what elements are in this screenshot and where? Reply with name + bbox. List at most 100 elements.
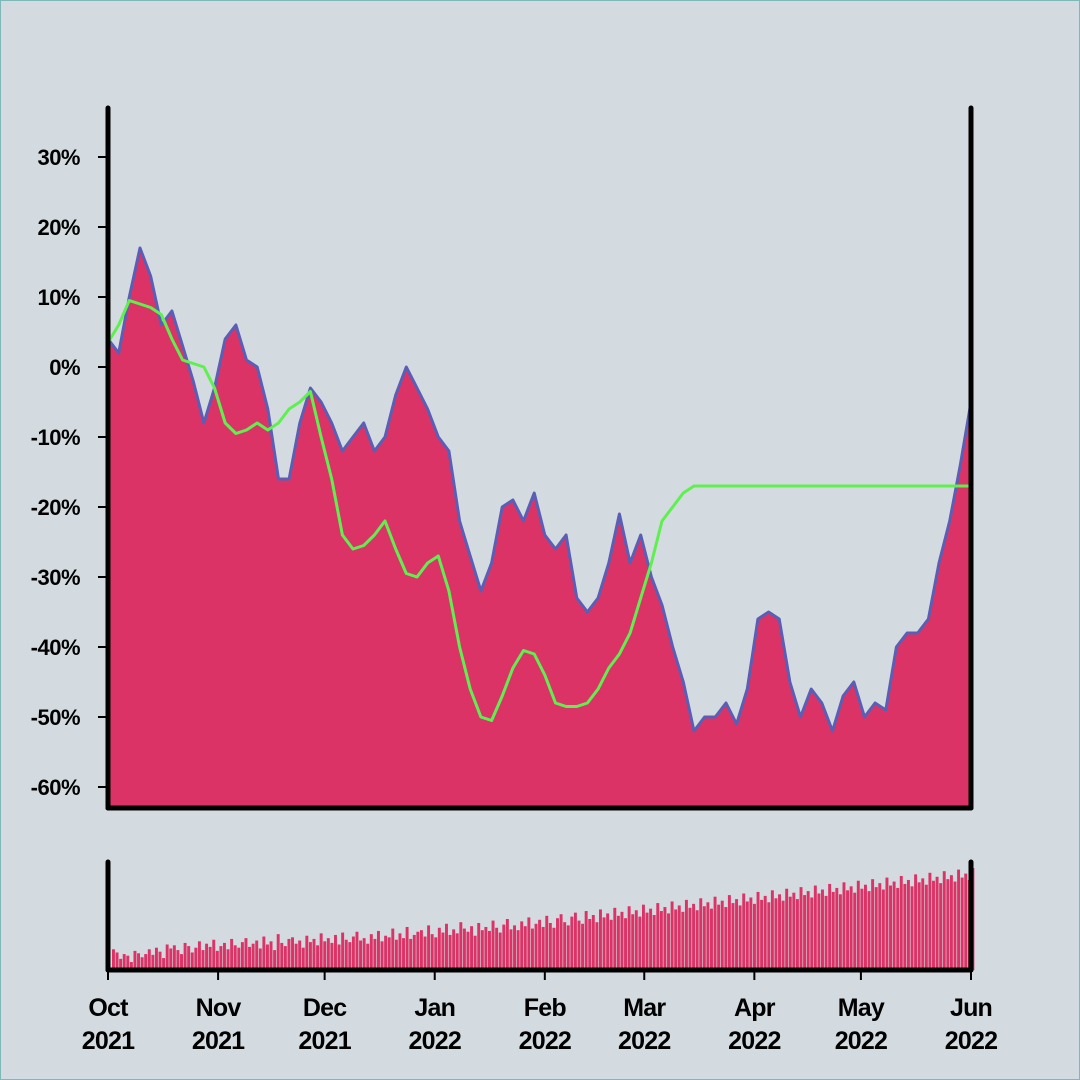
y-tick-label: -50%: [31, 705, 80, 730]
volume-bar: [527, 917, 531, 970]
volume-bar: [430, 934, 434, 970]
volume-bar: [380, 941, 384, 970]
volume-bar: [577, 920, 581, 970]
volume-bar: [756, 891, 760, 970]
volume-bar: [147, 949, 151, 970]
volume-bar: [509, 929, 513, 970]
volume-bar: [717, 904, 721, 970]
volume-bar: [151, 954, 155, 970]
volume-bar: [949, 875, 953, 970]
volume-bar: [663, 907, 667, 970]
x-tick-label-month: Nov: [196, 994, 242, 1022]
volume-bar: [409, 938, 413, 970]
x-tick-label-year: 2022: [618, 1027, 670, 1055]
volume-bar: [387, 937, 391, 970]
volume-bar: [896, 887, 900, 970]
volume-bar: [692, 903, 696, 970]
volume-bar: [355, 931, 359, 970]
volume-bar: [860, 888, 864, 970]
volume-bar: [735, 899, 739, 970]
volume-bar: [774, 898, 778, 970]
volume-bar: [853, 892, 857, 970]
volume-bar: [248, 946, 252, 970]
volume-bar: [119, 958, 123, 970]
volume-bar: [112, 949, 115, 970]
volume-bar: [624, 918, 628, 970]
volume-bar: [616, 915, 620, 970]
volume-bar: [702, 906, 706, 970]
moving-average-line: [106, 299, 971, 722]
volume-bar: [878, 883, 882, 970]
volume-bar: [545, 915, 549, 970]
volume-bar: [724, 907, 728, 970]
volume-bar: [620, 911, 624, 970]
volume-bar: [376, 930, 380, 970]
volume-bar: [752, 903, 756, 970]
y-tick-label: -20%: [31, 495, 80, 520]
volume-bar: [785, 888, 789, 970]
volume-bar: [706, 902, 710, 970]
volume-bar: [223, 942, 226, 970]
x-tick-label-year: 2021: [82, 1027, 135, 1055]
volume-bar: [133, 950, 137, 970]
price-line: [106, 246, 973, 733]
volume-bar: [412, 934, 416, 970]
volume-bar: [445, 923, 448, 970]
volume-bar: [391, 928, 395, 970]
y-tick-label: -30%: [31, 565, 80, 590]
volume-bar: [219, 946, 223, 970]
volume-bar: [932, 880, 935, 970]
volume-bar: [502, 924, 506, 970]
volume-bar: [197, 941, 201, 970]
volume-bar: [738, 905, 742, 970]
volume-bar: [803, 895, 807, 970]
volume-bar: [287, 938, 291, 970]
volume-bar: [727, 895, 731, 970]
volume-bar: [710, 908, 713, 970]
volume-bar: [351, 936, 355, 970]
volume-bar: [910, 886, 914, 970]
volume-bar: [788, 896, 792, 970]
volume-bar: [273, 950, 277, 970]
volume-bar: [960, 877, 964, 970]
volume-bar: [162, 958, 166, 970]
volume-bar: [842, 882, 846, 970]
volume-bar: [889, 885, 892, 970]
volume-bar: [548, 922, 552, 970]
volume-bar: [892, 881, 896, 970]
volume-bar: [606, 913, 610, 970]
volume-bar: [369, 934, 373, 970]
volume-bar: [641, 904, 645, 970]
volume-bar: [373, 938, 377, 970]
volume-bar: [846, 890, 850, 970]
volume-bar: [187, 946, 191, 970]
volume-bar: [298, 940, 302, 970]
volume-bar: [190, 952, 194, 970]
volume-bar: [301, 947, 305, 970]
volume-bar: [767, 902, 771, 970]
volume-bar: [459, 922, 463, 970]
volume-bar: [240, 942, 244, 970]
volume-bar: [677, 905, 681, 970]
volume-bar: [341, 932, 345, 970]
y-tick-label: 0%: [49, 355, 80, 380]
volume-bar: [670, 901, 674, 970]
volume-bar: [953, 881, 957, 970]
volume-bar: [838, 894, 842, 970]
volume-bar: [688, 907, 692, 970]
volume-bar: [215, 950, 219, 970]
y-tick-label: 10%: [37, 285, 80, 310]
volume-bar: [634, 910, 638, 970]
volume-bar: [588, 919, 592, 970]
volume-bar: [566, 925, 570, 970]
volume-bar: [821, 889, 824, 970]
y-tick-label: -60%: [31, 775, 80, 800]
volume-bar: [480, 930, 484, 970]
volume-bar: [294, 943, 298, 970]
volume-bar: [742, 893, 746, 970]
volume-bar: [591, 915, 595, 970]
x-tick-label-year: 2022: [835, 1027, 887, 1055]
volume-bar: [244, 938, 248, 971]
volume-bar: [205, 943, 209, 970]
volume-bar: [770, 890, 774, 970]
